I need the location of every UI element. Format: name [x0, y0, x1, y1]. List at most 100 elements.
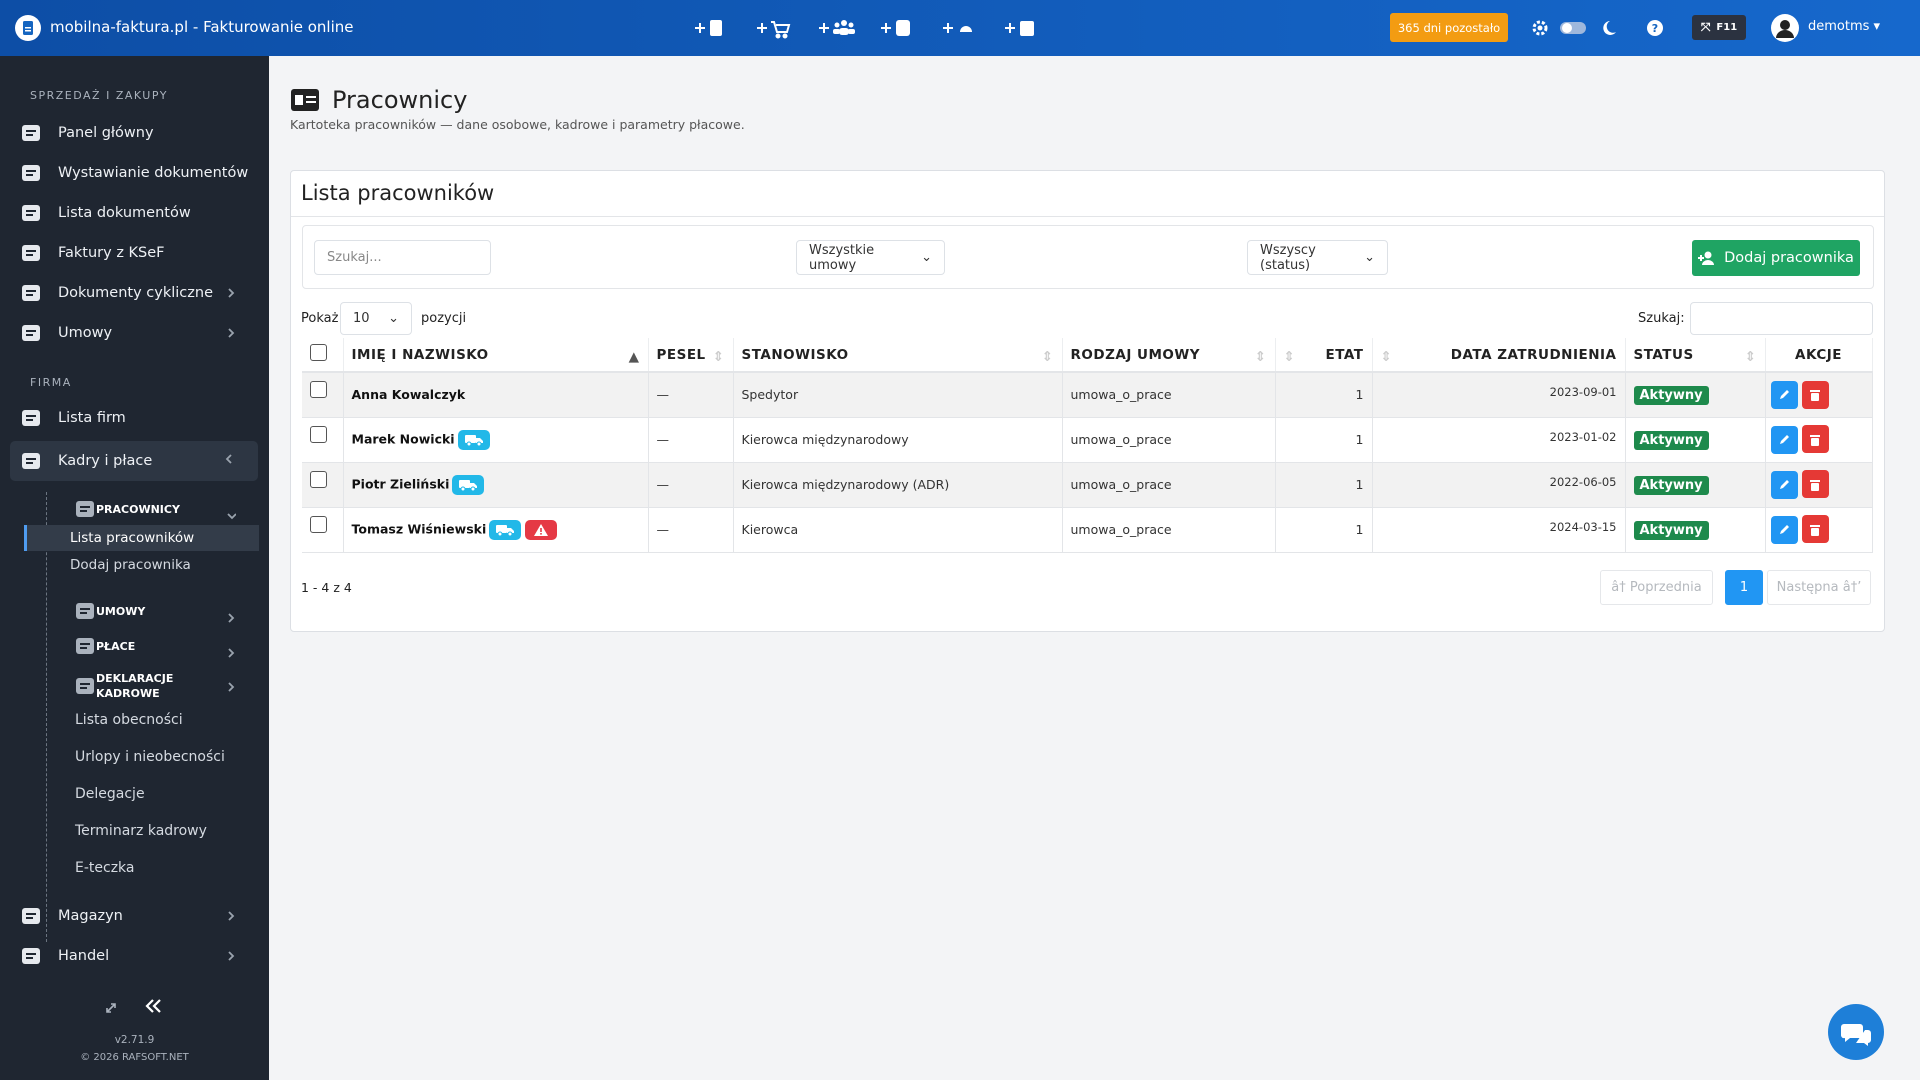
menu-label: Lista firm: [58, 410, 126, 426]
menu-icon: [22, 165, 40, 181]
submenu-link[interactable]: Lista pracowników: [70, 530, 195, 546]
hire-date: 2023-01-02: [1372, 417, 1626, 463]
brand[interactable]: mobilna-faktura.pl - Fakturowanie online: [50, 18, 354, 36]
menu-icon: [22, 410, 40, 426]
name-cell: Marek Nowicki: [343, 417, 649, 463]
delete-button[interactable]: [1801, 425, 1829, 454]
search-label: Szukaj:: [1638, 311, 1685, 326]
delete-button[interactable]: [1801, 470, 1829, 499]
column-header[interactable]: ⇕ ETAT: [1275, 338, 1373, 373]
edit-button[interactable]: [1770, 470, 1798, 499]
column-header[interactable]: STATUS ⇕: [1625, 338, 1766, 373]
status-filter[interactable]: Wszyscy (status) ⌄: [1247, 240, 1388, 275]
delete-button[interactable]: [1801, 380, 1829, 409]
entries-label: pozycji: [421, 311, 467, 326]
actions: [1765, 372, 1873, 418]
submenu-link[interactable]: Urlopy i nieobecności: [75, 749, 225, 765]
submenu-group[interactable]: DEKLARACJE KADROWE: [74, 669, 244, 703]
menu-label: Magazyn: [58, 908, 123, 924]
column-header[interactable]: RODZAJ UMOWY ⇕: [1062, 338, 1276, 373]
fte: 1: [1275, 507, 1373, 553]
hire-date: 2023-09-01: [1372, 372, 1626, 418]
submenu-link[interactable]: Lista obecności: [75, 712, 183, 728]
menu-icon: [22, 285, 40, 301]
prev-page[interactable]: â† Poprzednia: [1600, 570, 1713, 605]
actions: [1765, 507, 1873, 553]
menu-item[interactable]: Dokumenty cykliczne: [20, 275, 260, 311]
status-cell: Aktywny: [1625, 507, 1766, 553]
row-select[interactable]: [302, 372, 344, 418]
edit-button[interactable]: [1770, 515, 1798, 544]
table-search[interactable]: [1690, 302, 1873, 335]
menu-item[interactable]: Kadry i płace: [10, 441, 258, 481]
employee-name[interactable]: Piotr Zieliński: [351, 476, 450, 491]
fte: 1: [1275, 462, 1373, 508]
add-user-icon: [1698, 251, 1715, 265]
menu-item[interactable]: Panel główny: [20, 115, 260, 151]
submenu-link[interactable]: Delegacje: [75, 786, 145, 802]
trial-badge[interactable]: 365 dni pozostało: [1390, 13, 1508, 42]
menu-item[interactable]: Handel: [20, 938, 260, 974]
chevron: [228, 288, 235, 298]
row-select[interactable]: [302, 462, 344, 508]
submenu-link[interactable]: E-teczka: [75, 860, 135, 876]
edit-button[interactable]: [1770, 425, 1798, 454]
submenu-group[interactable]: UMOWY: [74, 600, 244, 623]
table-info: 1 - 4 z 4: [301, 580, 352, 595]
position: Kierowca międzynarodowy (ADR): [733, 462, 1063, 508]
employee-name[interactable]: Tomasz Wiśniewski: [351, 521, 487, 536]
menu-item[interactable]: Umowy: [20, 315, 260, 351]
page-length[interactable]: 10 ⌄: [340, 302, 412, 335]
sidebar-controls[interactable]: [105, 996, 165, 1016]
employee-name[interactable]: Marek Nowicki: [351, 431, 455, 446]
row-select[interactable]: [302, 507, 344, 553]
hire-date: 2024-03-15: [1372, 507, 1626, 553]
contract-filter[interactable]: Wszystkie umowy ⌄: [796, 240, 945, 275]
menu-item[interactable]: Lista dokumentów: [20, 195, 260, 231]
column-header[interactable]: PESEL ⇕: [648, 338, 734, 373]
name-cell: Anna Kowalczyk: [343, 372, 649, 418]
menu-item[interactable]: Wystawianie dokumentów: [20, 155, 260, 191]
column-label: STATUS: [1633, 346, 1694, 363]
chevron: [225, 454, 232, 464]
menu-label: Panel główny: [58, 125, 154, 141]
menu-label: Umowy: [58, 325, 113, 341]
submenu-label: PŁACE: [96, 639, 136, 653]
submenu-label: PRACOWNICY: [96, 502, 180, 516]
edit-button[interactable]: [1770, 381, 1798, 409]
toolbar-icons[interactable]: ?: [1530, 16, 1670, 40]
column-header[interactable]: IMIĘ I NAZWISKO ▲: [343, 338, 649, 373]
next-page[interactable]: Następna â†’: [1767, 570, 1871, 605]
delete-button[interactable]: [1801, 515, 1829, 544]
menu-item[interactable]: Magazyn: [20, 898, 260, 934]
avatar[interactable]: [1770, 13, 1800, 43]
row-select[interactable]: [302, 417, 344, 463]
add-employee-button[interactable]: Dodaj pracownika: [1692, 240, 1860, 276]
username: demotms: [1808, 19, 1870, 34]
menu-item[interactable]: Faktury z KSeF: [20, 235, 260, 271]
select-all[interactable]: [302, 338, 344, 373]
page-length-value: 10: [353, 311, 370, 326]
submenu-link[interactable]: Terminarz kadrowy: [75, 823, 207, 839]
menu-label: Faktury z KSeF: [58, 245, 165, 261]
menu-item[interactable]: Lista firm: [20, 400, 260, 436]
employee-name[interactable]: Anna Kowalczyk: [351, 387, 466, 403]
copyright: © 2026 RAFSOFT.NET: [80, 1052, 189, 1063]
chevron: [228, 613, 235, 623]
column-label: AKCJE: [1795, 346, 1842, 363]
menu-label: Dokumenty cykliczne: [58, 285, 213, 301]
page-subtitle: Kartoteka pracowników — dane osobowe, ka…: [290, 117, 745, 132]
menu-icon: [22, 245, 40, 261]
quick-add-icons[interactable]: [690, 14, 1060, 42]
submenu-group[interactable]: PRACOWNICY: [74, 499, 244, 520]
submenu-group[interactable]: PŁACE: [74, 635, 244, 658]
search-input[interactable]: Szukaj...: [314, 240, 491, 275]
chat-button[interactable]: [1828, 1004, 1884, 1060]
column-header[interactable]: STANOWISKO ⇕: [733, 338, 1063, 373]
fullscreen-key[interactable]: ⤧ F11: [1692, 15, 1746, 40]
column-header[interactable]: ⇕ DATA ZATRUDNIENIA: [1372, 338, 1626, 373]
page-button[interactable]: 1: [1725, 570, 1763, 605]
fte: 1: [1275, 372, 1373, 418]
user-menu[interactable]: demotms ▾: [1808, 19, 1881, 34]
submenu-link[interactable]: Dodaj pracownika: [70, 557, 191, 573]
